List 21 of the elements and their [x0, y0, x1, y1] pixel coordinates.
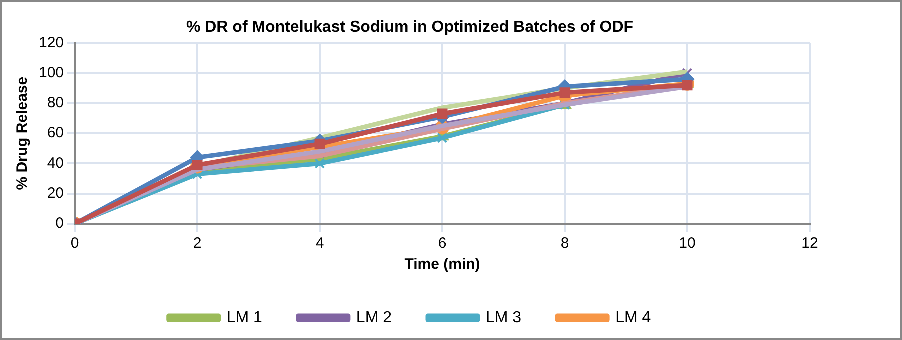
y-tick-label: 20: [47, 185, 64, 202]
x-tick-label: 10: [679, 235, 696, 252]
x-tick-label: 2: [193, 235, 202, 252]
y-tick-label: 40: [47, 154, 64, 172]
y-axis-title: % Drug Release: [14, 76, 32, 190]
legend-label: LM 3: [486, 309, 522, 326]
x-tick-label: 4: [316, 235, 324, 252]
x-axis-title: Time (min): [404, 256, 480, 274]
y-tick-label: 60: [47, 124, 64, 142]
chart-title: % DR of Montelukast Sodium in Optimized Batches of ODF: [186, 19, 634, 36]
y-tick-label: 100: [38, 64, 64, 82]
x-tick-label: 6: [438, 235, 447, 252]
y-tick-label: 0: [56, 215, 64, 232]
x-tick-label: 8: [560, 235, 570, 252]
y-tick-label: 120: [38, 34, 64, 52]
x-tick-label: 0: [70, 235, 80, 252]
legend-label: LM 2: [356, 309, 392, 326]
legend-label: LM 1: [226, 309, 263, 326]
y-tick-label: 80: [47, 94, 64, 112]
legend-label: LM 4: [616, 309, 652, 326]
x-tick-label: 12: [802, 235, 818, 252]
